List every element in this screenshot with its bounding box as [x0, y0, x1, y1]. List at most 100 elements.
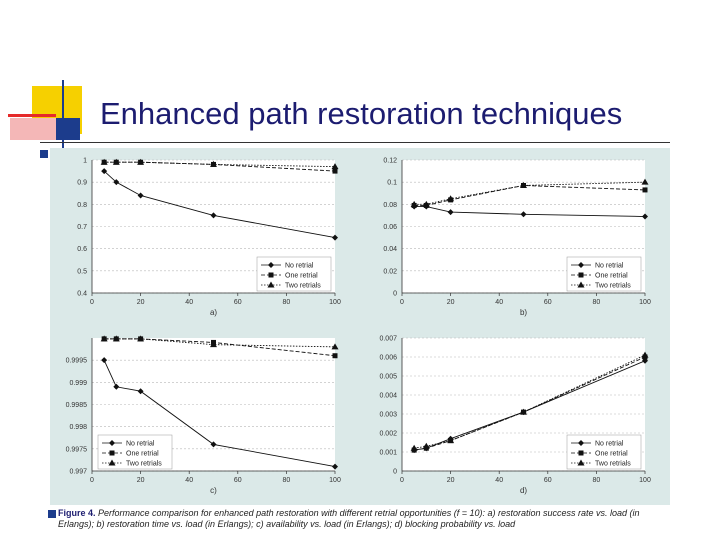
x-tick-label: 0 — [90, 299, 94, 306]
y-tick-label: 0.5 — [77, 268, 87, 275]
data-point — [447, 437, 455, 444]
y-tick-label: 0.998 — [69, 424, 87, 431]
data-point — [332, 463, 338, 470]
panel-label: c) — [210, 486, 217, 495]
x-tick-label: 60 — [544, 299, 552, 306]
legend-label: No retrial — [285, 263, 314, 270]
legend-marker — [267, 281, 275, 288]
y-tick-label: 0.004 — [379, 393, 397, 400]
x-tick-label: 80 — [593, 477, 601, 484]
caption-label: Figure 4. — [58, 508, 96, 518]
x-tick-label: 100 — [639, 477, 651, 484]
legend-label: One retrial — [126, 451, 159, 458]
figure-panel: 0.4 0.5 0.6 0.7 0.8 0.9 1 0 20 40 60 80 100 a) No retr… — [50, 148, 670, 505]
legend-marker — [578, 272, 584, 278]
y-tick-label: 1 — [83, 158, 87, 165]
x-tick-label: 80 — [283, 477, 291, 484]
y-tick-label: 0.08 — [383, 202, 397, 209]
caption-text: Performance comparison for enhanced path… — [58, 508, 640, 529]
title-divider — [40, 142, 670, 143]
data-point — [447, 209, 454, 216]
y-tick-label: 0 — [393, 291, 397, 298]
chart-a: 0.4 0.5 0.6 0.7 0.8 0.9 1 0 20 40 60 80 100 a) No retr… — [50, 148, 360, 323]
legend-label: No retrial — [126, 441, 155, 448]
legend-marker — [578, 440, 584, 446]
y-tick-label: 0.997 — [69, 469, 87, 476]
figure-caption: Figure 4. Performance comparison for enh… — [58, 508, 678, 530]
legend-marker — [109, 440, 115, 446]
legend-label: No retrial — [595, 441, 624, 448]
legend-marker — [109, 450, 115, 456]
y-tick-label: 0.005 — [379, 374, 397, 381]
data-point — [642, 357, 648, 364]
legend-label: No retrial — [595, 263, 624, 270]
accent-red-glow — [10, 118, 60, 140]
x-tick-label: 40 — [495, 299, 503, 306]
data-point — [410, 444, 418, 451]
legend-marker — [577, 281, 585, 288]
data-point — [641, 178, 649, 185]
accent-small-square — [40, 150, 48, 158]
legend-label: Two retrials — [595, 461, 631, 468]
data-point — [332, 234, 338, 241]
x-tick-label: 40 — [185, 477, 193, 484]
x-tick-label: 0 — [90, 477, 94, 484]
legend-marker — [577, 459, 585, 466]
panel-label: a) — [210, 308, 217, 317]
caption-bullet — [48, 510, 56, 518]
data-point — [447, 195, 455, 202]
panel-label: d) — [520, 486, 527, 495]
chart-d: 0 0.001 0.002 0.003 0.004 0.005 0.006 0.007 0 20 4… — [360, 326, 670, 501]
data-point — [113, 179, 120, 186]
legend-marker — [268, 262, 274, 268]
data-point — [332, 168, 338, 174]
data-point — [113, 383, 120, 390]
accent-red-bar — [8, 114, 56, 117]
y-tick-label: 0.9995 — [66, 358, 88, 365]
data-point — [112, 158, 120, 165]
data-point — [332, 353, 338, 359]
y-tick-label: 0.12 — [383, 158, 397, 165]
y-tick-label: 0.8 — [77, 202, 87, 209]
data-point — [137, 335, 145, 342]
x-tick-label: 0 — [400, 477, 404, 484]
x-tick-label: 100 — [329, 477, 341, 484]
data-point — [137, 192, 144, 199]
data-point — [210, 212, 217, 219]
x-tick-label: 100 — [639, 299, 651, 306]
data-point — [137, 388, 144, 395]
chart-b: 0 0.02 0.04 0.06 0.08 0.1 0.12 0 20 40 60 80 100 b) No… — [360, 148, 670, 323]
data-point — [422, 200, 430, 207]
data-point — [520, 211, 527, 218]
data-point — [100, 335, 108, 342]
y-tick-label: 0.001 — [379, 450, 397, 457]
panel-label: b) — [520, 308, 527, 317]
legend-marker — [578, 450, 584, 456]
x-tick-label: 40 — [185, 299, 193, 306]
legend-label: Two retrials — [126, 461, 162, 468]
data-point — [641, 351, 649, 358]
x-tick-label: 60 — [234, 477, 242, 484]
y-tick-label: 0.002 — [379, 431, 397, 438]
legend-label: Two retrials — [595, 283, 631, 290]
y-tick-label: 0.6 — [77, 246, 87, 253]
x-tick-label: 40 — [495, 477, 503, 484]
data-point — [520, 408, 527, 415]
data-point — [331, 163, 339, 170]
chart-c: 0.997 0.9975 0.998 0.9985 0.999 0.9995 0 20 40 60… — [50, 326, 360, 501]
x-tick-label: 80 — [593, 299, 601, 306]
y-tick-label: 0.04 — [383, 246, 397, 253]
page-title: Enhanced path restoration techniques — [100, 96, 623, 131]
data-point — [137, 158, 145, 165]
legend-marker — [578, 262, 584, 268]
y-tick-label: 0 — [393, 469, 397, 476]
x-tick-label: 20 — [447, 477, 455, 484]
x-tick-label: 80 — [283, 299, 291, 306]
data-point — [210, 341, 217, 348]
data-point — [642, 187, 648, 193]
y-tick-label: 0.9 — [77, 180, 87, 187]
y-tick-label: 0.999 — [69, 380, 87, 387]
y-tick-label: 0.9975 — [66, 446, 88, 453]
data-point — [100, 158, 108, 165]
x-tick-label: 60 — [544, 477, 552, 484]
